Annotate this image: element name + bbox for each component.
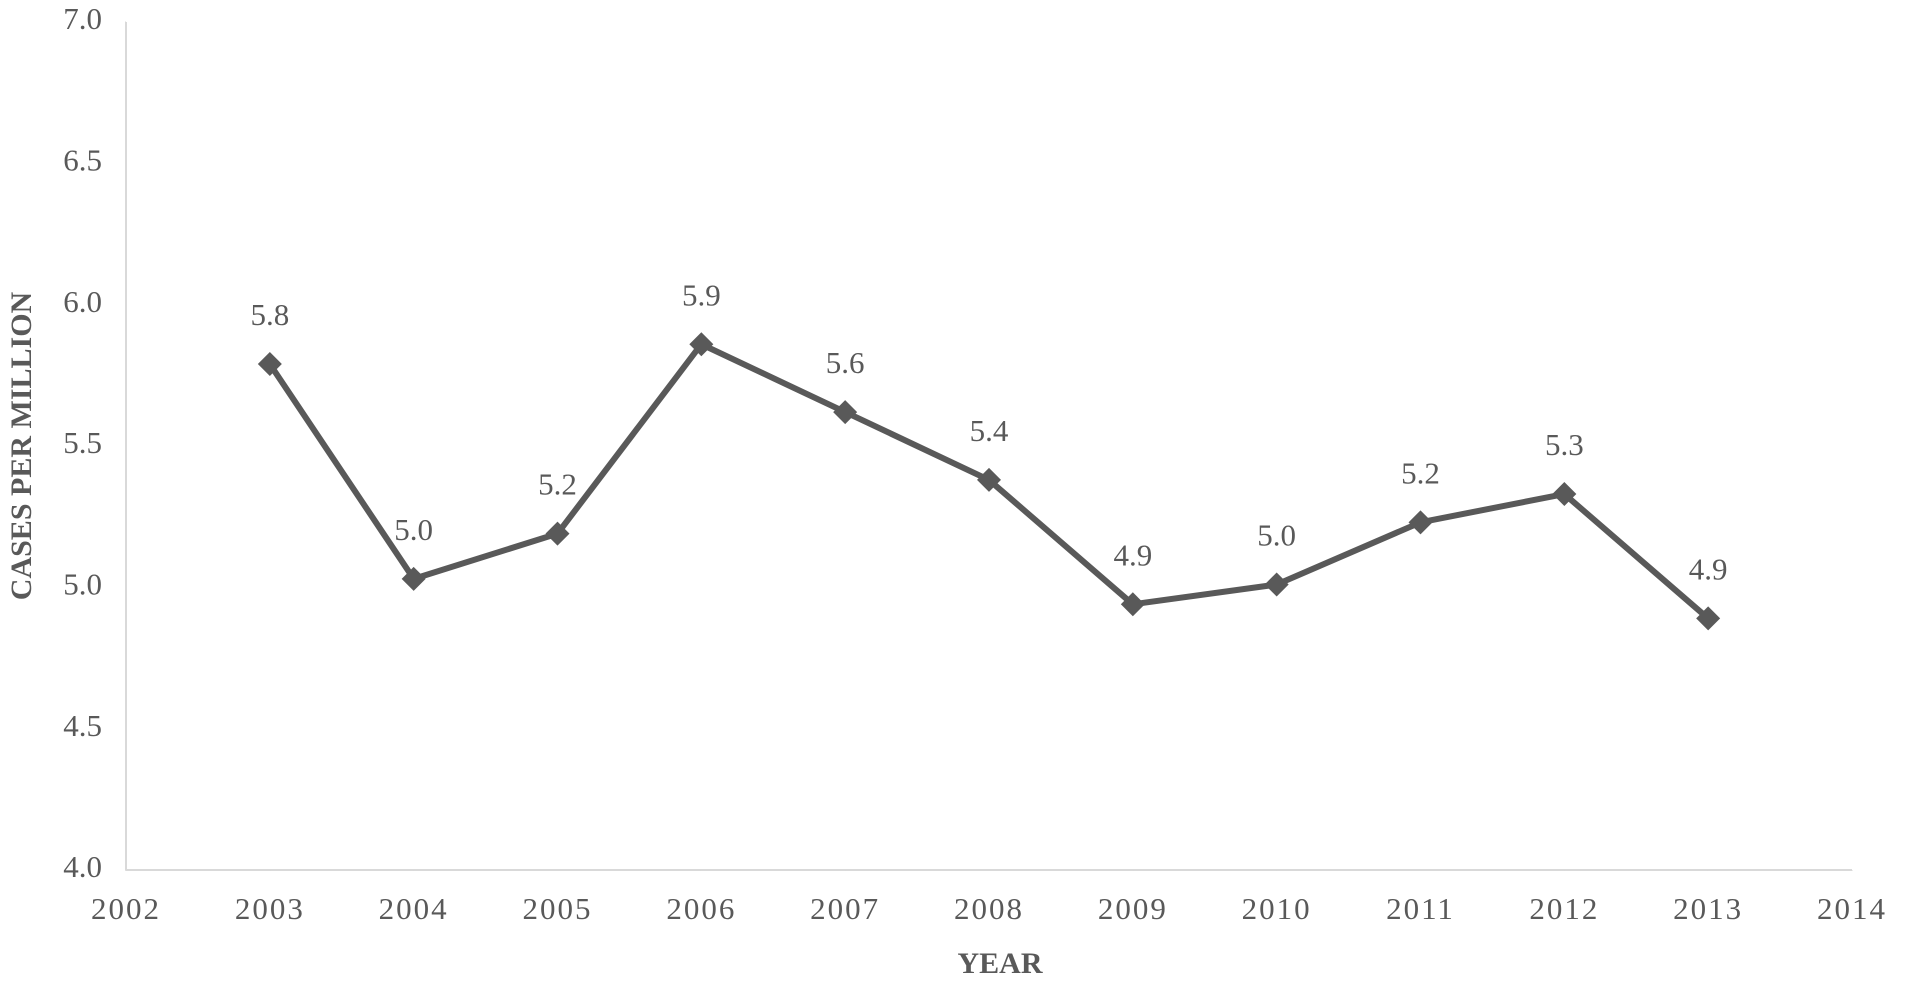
data-point [257, 352, 282, 377]
y-tick-label: 4.5 [63, 708, 102, 743]
x-tick-label: 2002 [91, 891, 161, 926]
y-tick-label: 5.5 [63, 425, 102, 460]
data-point [689, 332, 714, 357]
x-tick-label: 2013 [1673, 891, 1743, 926]
x-tick-label: 2009 [1098, 891, 1168, 926]
x-tick-label: 2007 [810, 891, 880, 926]
x-tick-label: 2008 [954, 891, 1024, 926]
x-tick-label: 2010 [1242, 891, 1312, 926]
data-point [1552, 482, 1577, 507]
data-label: 5.2 [1401, 455, 1440, 490]
data-label: 5.0 [394, 512, 433, 547]
y-tick-label: 5.0 [63, 566, 102, 601]
data-point [1264, 572, 1289, 597]
data-point [1408, 510, 1433, 535]
x-tick-label: 2006 [666, 891, 736, 926]
data-label: 5.8 [250, 297, 289, 332]
data-label: 5.4 [970, 413, 1009, 448]
x-tick-label: 2004 [379, 891, 449, 926]
x-axis-title: YEAR [957, 947, 1042, 980]
data-label: 5.0 [1257, 518, 1296, 553]
data-label: 4.9 [1113, 537, 1152, 572]
data-point [833, 400, 858, 425]
y-tick-label: 4.0 [63, 849, 102, 884]
data-point [977, 467, 1001, 492]
x-tick-label: 2012 [1529, 891, 1599, 926]
data-point [1696, 606, 1721, 631]
y-tick-label: 6.0 [63, 284, 102, 319]
data-label: 5.2 [538, 467, 577, 502]
data-label: 5.9 [682, 277, 721, 312]
data-point [1120, 592, 1145, 617]
data-label: 5.3 [1545, 427, 1584, 462]
data-point [401, 566, 426, 591]
x-tick-label: 2003 [235, 891, 305, 926]
y-tick-label: 6.5 [63, 142, 102, 177]
x-tick-label: 2005 [523, 891, 593, 926]
y-axis-title: CASES PER MILLION [5, 291, 38, 600]
data-point [545, 521, 570, 546]
x-tick-label: 2014 [1817, 891, 1887, 926]
data-label: 5.6 [826, 345, 865, 380]
x-tick-label: 2011 [1386, 891, 1455, 926]
data-label: 4.9 [1689, 552, 1728, 587]
y-tick-label: 7.0 [63, 1, 102, 36]
